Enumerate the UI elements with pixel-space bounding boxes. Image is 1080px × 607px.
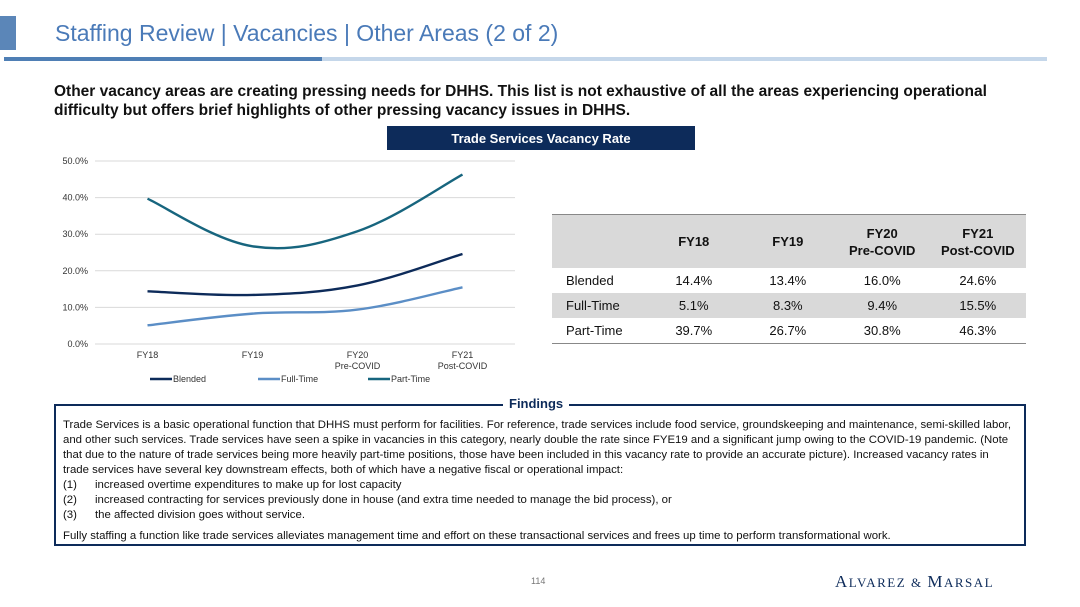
- page-number: 114: [531, 576, 546, 586]
- table-header-cell: FY18: [646, 214, 741, 268]
- findings-paragraph: Trade Services is a basic operational fu…: [63, 419, 1011, 476]
- x-tick-label: Post-COVID: [438, 361, 488, 371]
- table-header-line: Post-COVID: [940, 242, 1015, 258]
- table-cell: 30.8%: [834, 318, 930, 344]
- table-header-line: Pre-COVID: [848, 242, 916, 258]
- logo-part: LVAREZ: [848, 575, 907, 590]
- table-row: Full-Time 5.1% 8.3% 9.4% 15.5%: [552, 293, 1026, 318]
- list-item-text: the affected division goes without servi…: [95, 509, 306, 521]
- table-row: Part-Time 39.7% 26.7% 30.8% 46.3%: [552, 318, 1026, 344]
- table-header-line: FY21: [962, 225, 994, 241]
- findings-box: Trade Services is a basic operational fu…: [54, 404, 1026, 546]
- table-cell: 24.6%: [959, 273, 997, 288]
- findings-closing: Fully staffing a function like trade ser…: [63, 530, 891, 542]
- list-item-number: (3): [63, 509, 77, 521]
- y-tick-label: 30.0%: [62, 229, 88, 239]
- table-header-row: FY18 FY19 FY20 Pre-COVID FY21 Post-COVID: [552, 214, 1026, 268]
- intro-text: Other vacancy areas are creating pressin…: [54, 83, 987, 119]
- findings-list-item: (2) increased contracting for services pr…: [63, 493, 1016, 508]
- table-row-label: Blended: [566, 273, 614, 288]
- legend-label: Part-Time: [391, 374, 430, 384]
- list-item-text: increased overtime expenditures to make …: [95, 479, 402, 491]
- table-header-corner: [552, 214, 647, 268]
- legend-label: Full-Time: [281, 374, 318, 384]
- x-tick-label: FY19: [242, 350, 264, 360]
- title-underline-dark: [4, 57, 322, 61]
- table-cell: 13.4%: [769, 273, 807, 288]
- table-cell: 5.1%: [646, 293, 741, 318]
- table-cell: 8.3%: [740, 293, 835, 318]
- table-cell: 14.4%: [675, 273, 713, 288]
- table-header-line: FY20: [866, 225, 898, 241]
- table-cell: 39.7%: [646, 318, 741, 344]
- findings-title: Findings: [503, 396, 570, 412]
- table-cell: 16.0%: [863, 273, 901, 288]
- alvarez-marsal-logo: ALVAREZ & MARSAL: [835, 572, 994, 592]
- table-header-cell: FY21 Post-COVID: [929, 214, 1026, 268]
- series-line-full-time: [147, 286, 463, 327]
- x-tick-label: FY21: [452, 350, 474, 360]
- table-cell: 15.5%: [929, 293, 1026, 318]
- y-tick-label: 40.0%: [62, 193, 88, 203]
- vacancy-rate-line-chart: 0.0% 10.0% 20.0% 30.0% 40.0% 50.0% FY18 FY19 FY2…: [62, 156, 515, 384]
- y-tick-label: 20.0%: [62, 266, 88, 276]
- series-line-blended: [147, 252, 463, 297]
- logo-part: &: [906, 575, 928, 590]
- logo-part: ARSAL: [943, 575, 995, 590]
- list-item-number: (1): [63, 479, 77, 491]
- series-line-part-time: [147, 173, 464, 250]
- page-title: Staffing Review | Vacancies | Other Area…: [55, 20, 559, 46]
- y-tick-label: 0.0%: [67, 339, 88, 349]
- findings-list-item: (1) increased overtime expenditures to ma…: [63, 478, 1016, 493]
- logo-part: M: [927, 572, 944, 591]
- table-row-label: Part-Time: [552, 318, 647, 344]
- x-tick-label: FY20: [347, 350, 369, 360]
- title-accent-bar: [0, 16, 16, 50]
- y-tick-label: 50.0%: [62, 156, 88, 166]
- table-cell: 9.4%: [834, 293, 930, 318]
- chart-header: Trade Services Vacancy Rate: [387, 126, 695, 150]
- table-header-cell: FY19: [740, 214, 835, 268]
- table-cell: 26.7%: [740, 318, 835, 344]
- logo-part: A: [835, 572, 849, 591]
- title-underline-light: [322, 57, 1047, 61]
- table-cell: 46.3%: [929, 318, 1026, 344]
- findings-list: (1) increased overtime expenditures to ma…: [63, 478, 1016, 523]
- table-row-label: Full-Time: [552, 293, 647, 318]
- legend-label: Blended: [173, 374, 206, 384]
- table-header-cell: FY20 Pre-COVID: [834, 214, 930, 268]
- list-item-number: (2): [63, 494, 77, 506]
- table-row: Blended 14.4% 13.4% 16.0% 24.6%: [552, 268, 1026, 293]
- x-tick-label: Pre-COVID: [335, 361, 381, 371]
- x-tick-label: FY18: [137, 350, 159, 360]
- findings-list-item: (3) the affected division goes without se…: [63, 508, 1016, 523]
- list-item-text: increased contracting for services previ…: [95, 494, 672, 506]
- vacancy-rate-table: FY18 FY19 FY20 Pre-COVID FY21 Post-COVID B…: [552, 214, 1026, 344]
- y-tick-label: 10.0%: [62, 302, 88, 312]
